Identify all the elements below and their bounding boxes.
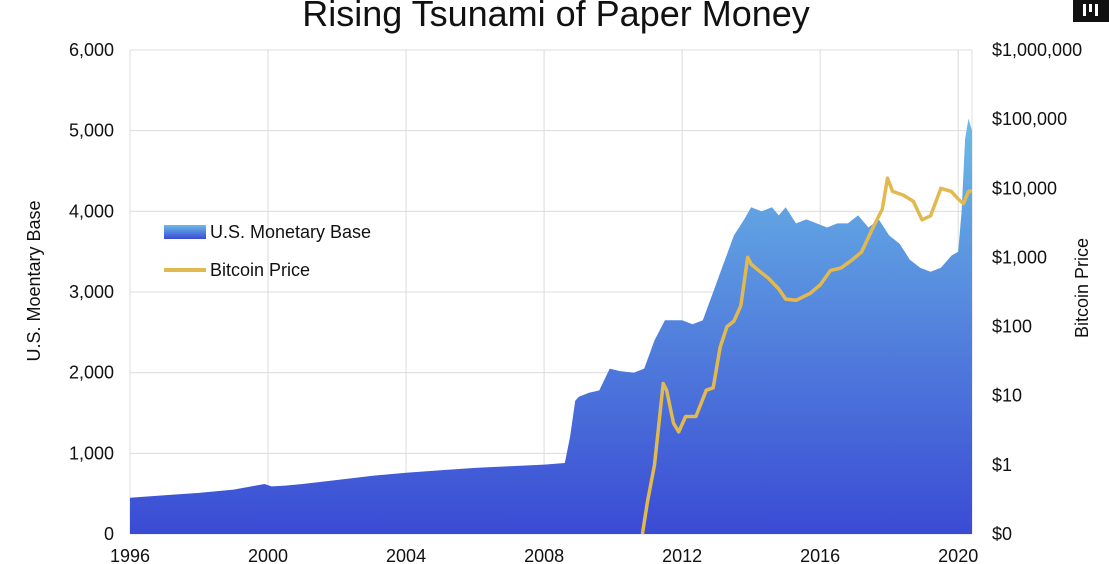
x-tick-label: 2008: [524, 546, 564, 564]
y-axis-title: U.S. Moentary Base: [24, 200, 44, 361]
legend: U.S. Monetary Base Bitcoin Price: [164, 222, 371, 280]
x-tick-label: 2004: [386, 546, 426, 564]
x-tick-label: 2020: [938, 546, 978, 564]
legend-label-bitcoin-price: Bitcoin Price: [210, 260, 310, 280]
y2-tick-label: $1: [992, 455, 1012, 475]
y-tick-label: 4,000: [69, 201, 114, 221]
y-tick-label: 1,000: [69, 443, 114, 463]
y-axis-ticks: 0 1,000 2,000 3,000 4,000 5,000 6,000: [69, 40, 114, 544]
y2-tick-label: $100,000: [992, 109, 1067, 129]
y2-tick-label: $100: [992, 317, 1032, 337]
x-tick-label: 2000: [248, 546, 288, 564]
y2-axis-ticks: $0 $1 $10 $100 $1,000 $10,000 $100,000 $1,000,0…: [992, 40, 1082, 544]
x-tick-label: 2016: [800, 546, 840, 564]
series-bitcoin-price-line: [640, 176, 973, 535]
y2-tick-label: $10: [992, 386, 1022, 406]
y-tick-label: 5,000: [69, 121, 114, 141]
bitcoin-price-line-layer: [640, 176, 973, 535]
y-tick-label: 2,000: [69, 363, 114, 383]
x-axis-ticks: 1996 2000 2004 2008 2012 2016 2020: [110, 546, 978, 564]
y2-tick-label: $0: [992, 524, 1012, 544]
y2-tick-label: $1,000,000: [992, 40, 1082, 60]
y2-axis-title: Bitcoin Price: [1072, 238, 1092, 338]
x-tick-label: 2012: [662, 546, 702, 564]
chart-title: Rising Tsunami of Paper Money: [302, 0, 810, 34]
brand-logo: [1073, 0, 1109, 22]
y2-tick-label: $10,000: [992, 178, 1057, 198]
y-tick-label: 3,000: [69, 282, 114, 302]
y2-tick-label: $1,000: [992, 247, 1047, 267]
y-tick-label: 0: [104, 524, 114, 544]
y-tick-label: 6,000: [69, 40, 114, 60]
legend-swatch-monetary-base: [164, 225, 206, 239]
x-tick-label: 1996: [110, 546, 150, 564]
legend-label-monetary-base: U.S. Monetary Base: [210, 222, 371, 242]
monetary-base-area-layer: [130, 118, 972, 534]
series-monetary-base-area: [130, 118, 972, 534]
